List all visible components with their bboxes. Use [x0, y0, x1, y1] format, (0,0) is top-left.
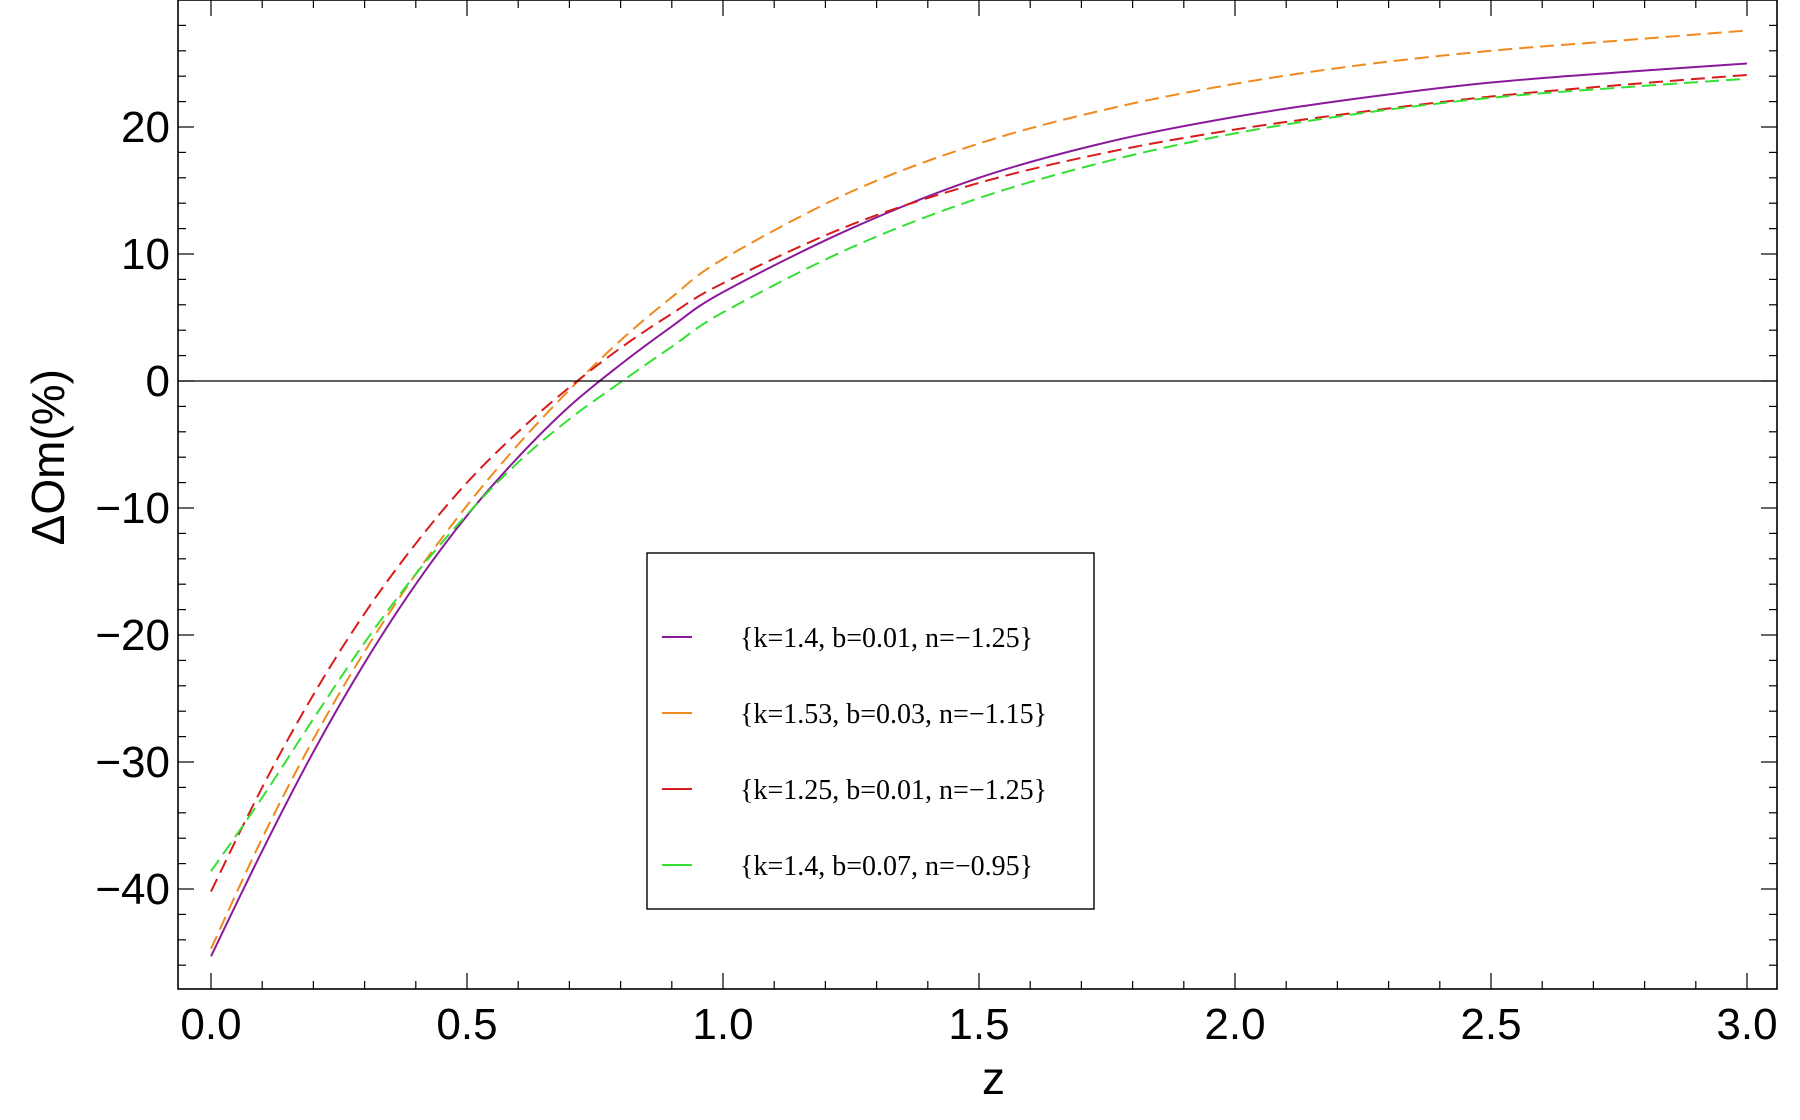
- y-tick-label: −30: [95, 738, 170, 787]
- x-tick-label: 1.5: [948, 1000, 1009, 1049]
- legend-label-3: {k=1.25, b=0.01, n=−1.25}: [740, 775, 1047, 806]
- y-tick-label: −10: [95, 484, 170, 533]
- plot-frame: [177, 0, 1778, 990]
- x-tick-label: 1.0: [692, 1000, 753, 1049]
- legend-label-1: {k=1.4, b=0.01, n=−1.25}: [740, 623, 1033, 654]
- tick-labels-layer: 0.0 0.5 1.0 1.5 2.0 2.5 3.0 −40 −30 −20 −10 0 10 20: [95, 103, 1777, 1049]
- x-axis-title: z: [982, 1052, 1005, 1104]
- x-tick-label: 2.0: [1204, 1000, 1265, 1049]
- x-tick-label: 2.5: [1460, 1000, 1521, 1049]
- y-tick-label: −20: [95, 611, 170, 660]
- y-axis-title: ΔOm(%): [22, 369, 74, 545]
- x-tick-label: 0.0: [180, 1000, 241, 1049]
- y-tick-label: 0: [146, 357, 170, 406]
- legend-label-4: {k=1.4, b=0.07, n=−0.95}: [740, 851, 1033, 882]
- series-line-3: [210, 73, 1748, 892]
- x-tick-label: 0.5: [436, 1000, 497, 1049]
- y-tick-label: −40: [95, 865, 170, 914]
- series-line-4: [210, 77, 1748, 872]
- x-tick-label: 3.0: [1716, 1000, 1777, 1049]
- legend-label-2: {k=1.53, b=0.03, n=−1.15}: [740, 699, 1047, 730]
- ticks-layer: [178, 0, 1777, 989]
- legend: {k=1.4, b=0.01, n=−1.25} {k=1.53, b=0.03,…: [646, 552, 1095, 910]
- series-layer: [210, 29, 1748, 957]
- series-line-2: [210, 29, 1748, 950]
- y-tick-label: 20: [121, 103, 170, 152]
- series-line-1: [210, 62, 1748, 957]
- legend-box: [646, 552, 1095, 910]
- y-tick-label: 10: [121, 230, 170, 279]
